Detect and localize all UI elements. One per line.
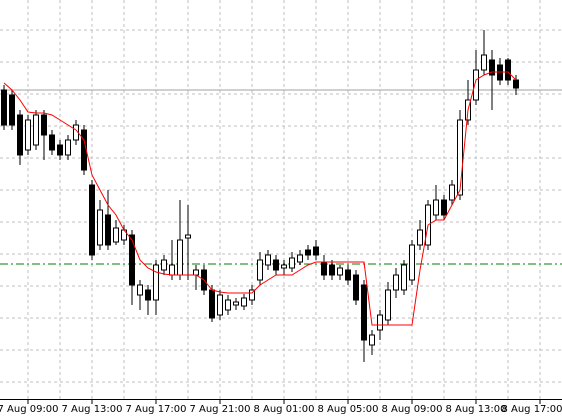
candle-body <box>337 267 343 276</box>
candle-body <box>289 257 295 269</box>
candle-body <box>513 79 519 89</box>
candle-body <box>457 119 463 196</box>
candle-body <box>505 59 511 81</box>
candle-body <box>185 234 191 239</box>
candle-body <box>313 246 319 256</box>
candle-body <box>65 139 71 156</box>
candle-body <box>265 254 271 266</box>
candle-body <box>41 114 47 136</box>
candle-body <box>225 299 231 311</box>
candle-body <box>401 264 407 291</box>
candle-body <box>145 289 151 301</box>
candle-body <box>153 264 159 301</box>
candle-body <box>441 199 447 216</box>
candle-body <box>25 119 31 151</box>
candle-body <box>9 94 15 126</box>
candle-body <box>329 264 335 276</box>
candle-body <box>241 297 247 307</box>
candle-body <box>33 114 39 146</box>
candle-body <box>233 301 239 306</box>
candle-body <box>177 239 183 276</box>
x-tick-label: 7 Aug 17:00 <box>125 404 186 415</box>
x-tick-label: 7 Aug 13:00 <box>61 404 122 415</box>
x-tick-label: 8 Aug 01:00 <box>253 404 314 415</box>
candle-body <box>1 89 7 126</box>
x-tick-label: 8 Aug 13:00 <box>445 404 506 415</box>
candle-body <box>217 294 223 316</box>
candle-body <box>57 144 63 156</box>
candle-body <box>81 129 87 171</box>
candle-body <box>345 269 351 281</box>
candle-body <box>473 69 479 101</box>
candle-body <box>281 264 287 269</box>
candle-body <box>273 259 279 271</box>
candle-body <box>193 269 199 276</box>
candle-body <box>89 184 95 256</box>
candle-body <box>377 314 383 331</box>
candle-body <box>137 284 143 296</box>
candle-body <box>129 234 135 286</box>
candle-body <box>353 274 359 301</box>
candle-body <box>385 289 391 321</box>
candle-body <box>17 114 23 156</box>
candle-body <box>361 284 367 341</box>
candle-body <box>97 209 103 246</box>
candle-body <box>433 199 439 216</box>
x-tick-label: 8 Aug 17:00 <box>501 404 562 415</box>
candle-body <box>449 184 455 201</box>
candle-body <box>249 289 255 301</box>
moving-average <box>3 71 517 326</box>
candle-body <box>169 264 175 276</box>
x-tick-label: 7 Aug 21:00 <box>189 404 250 415</box>
candle-body <box>417 229 423 246</box>
candle-body <box>321 261 327 276</box>
candle-body <box>105 214 111 246</box>
x-tick-label: 7 Aug 09:00 <box>0 404 59 415</box>
x-tick-label: 8 Aug 09:00 <box>381 404 442 415</box>
candle-body <box>49 134 55 151</box>
candle-body <box>297 254 303 263</box>
x-tick-label: 8 Aug 05:00 <box>317 404 378 415</box>
candle-body <box>161 259 167 271</box>
candle-body <box>209 289 215 319</box>
candle-body <box>257 259 263 281</box>
candle-body <box>489 59 495 76</box>
candle-body <box>393 274 399 291</box>
candle-body <box>113 227 119 243</box>
candle-body <box>369 334 375 346</box>
candle-body <box>305 249 311 256</box>
candle-body <box>409 244 415 281</box>
candle-body <box>481 54 487 71</box>
